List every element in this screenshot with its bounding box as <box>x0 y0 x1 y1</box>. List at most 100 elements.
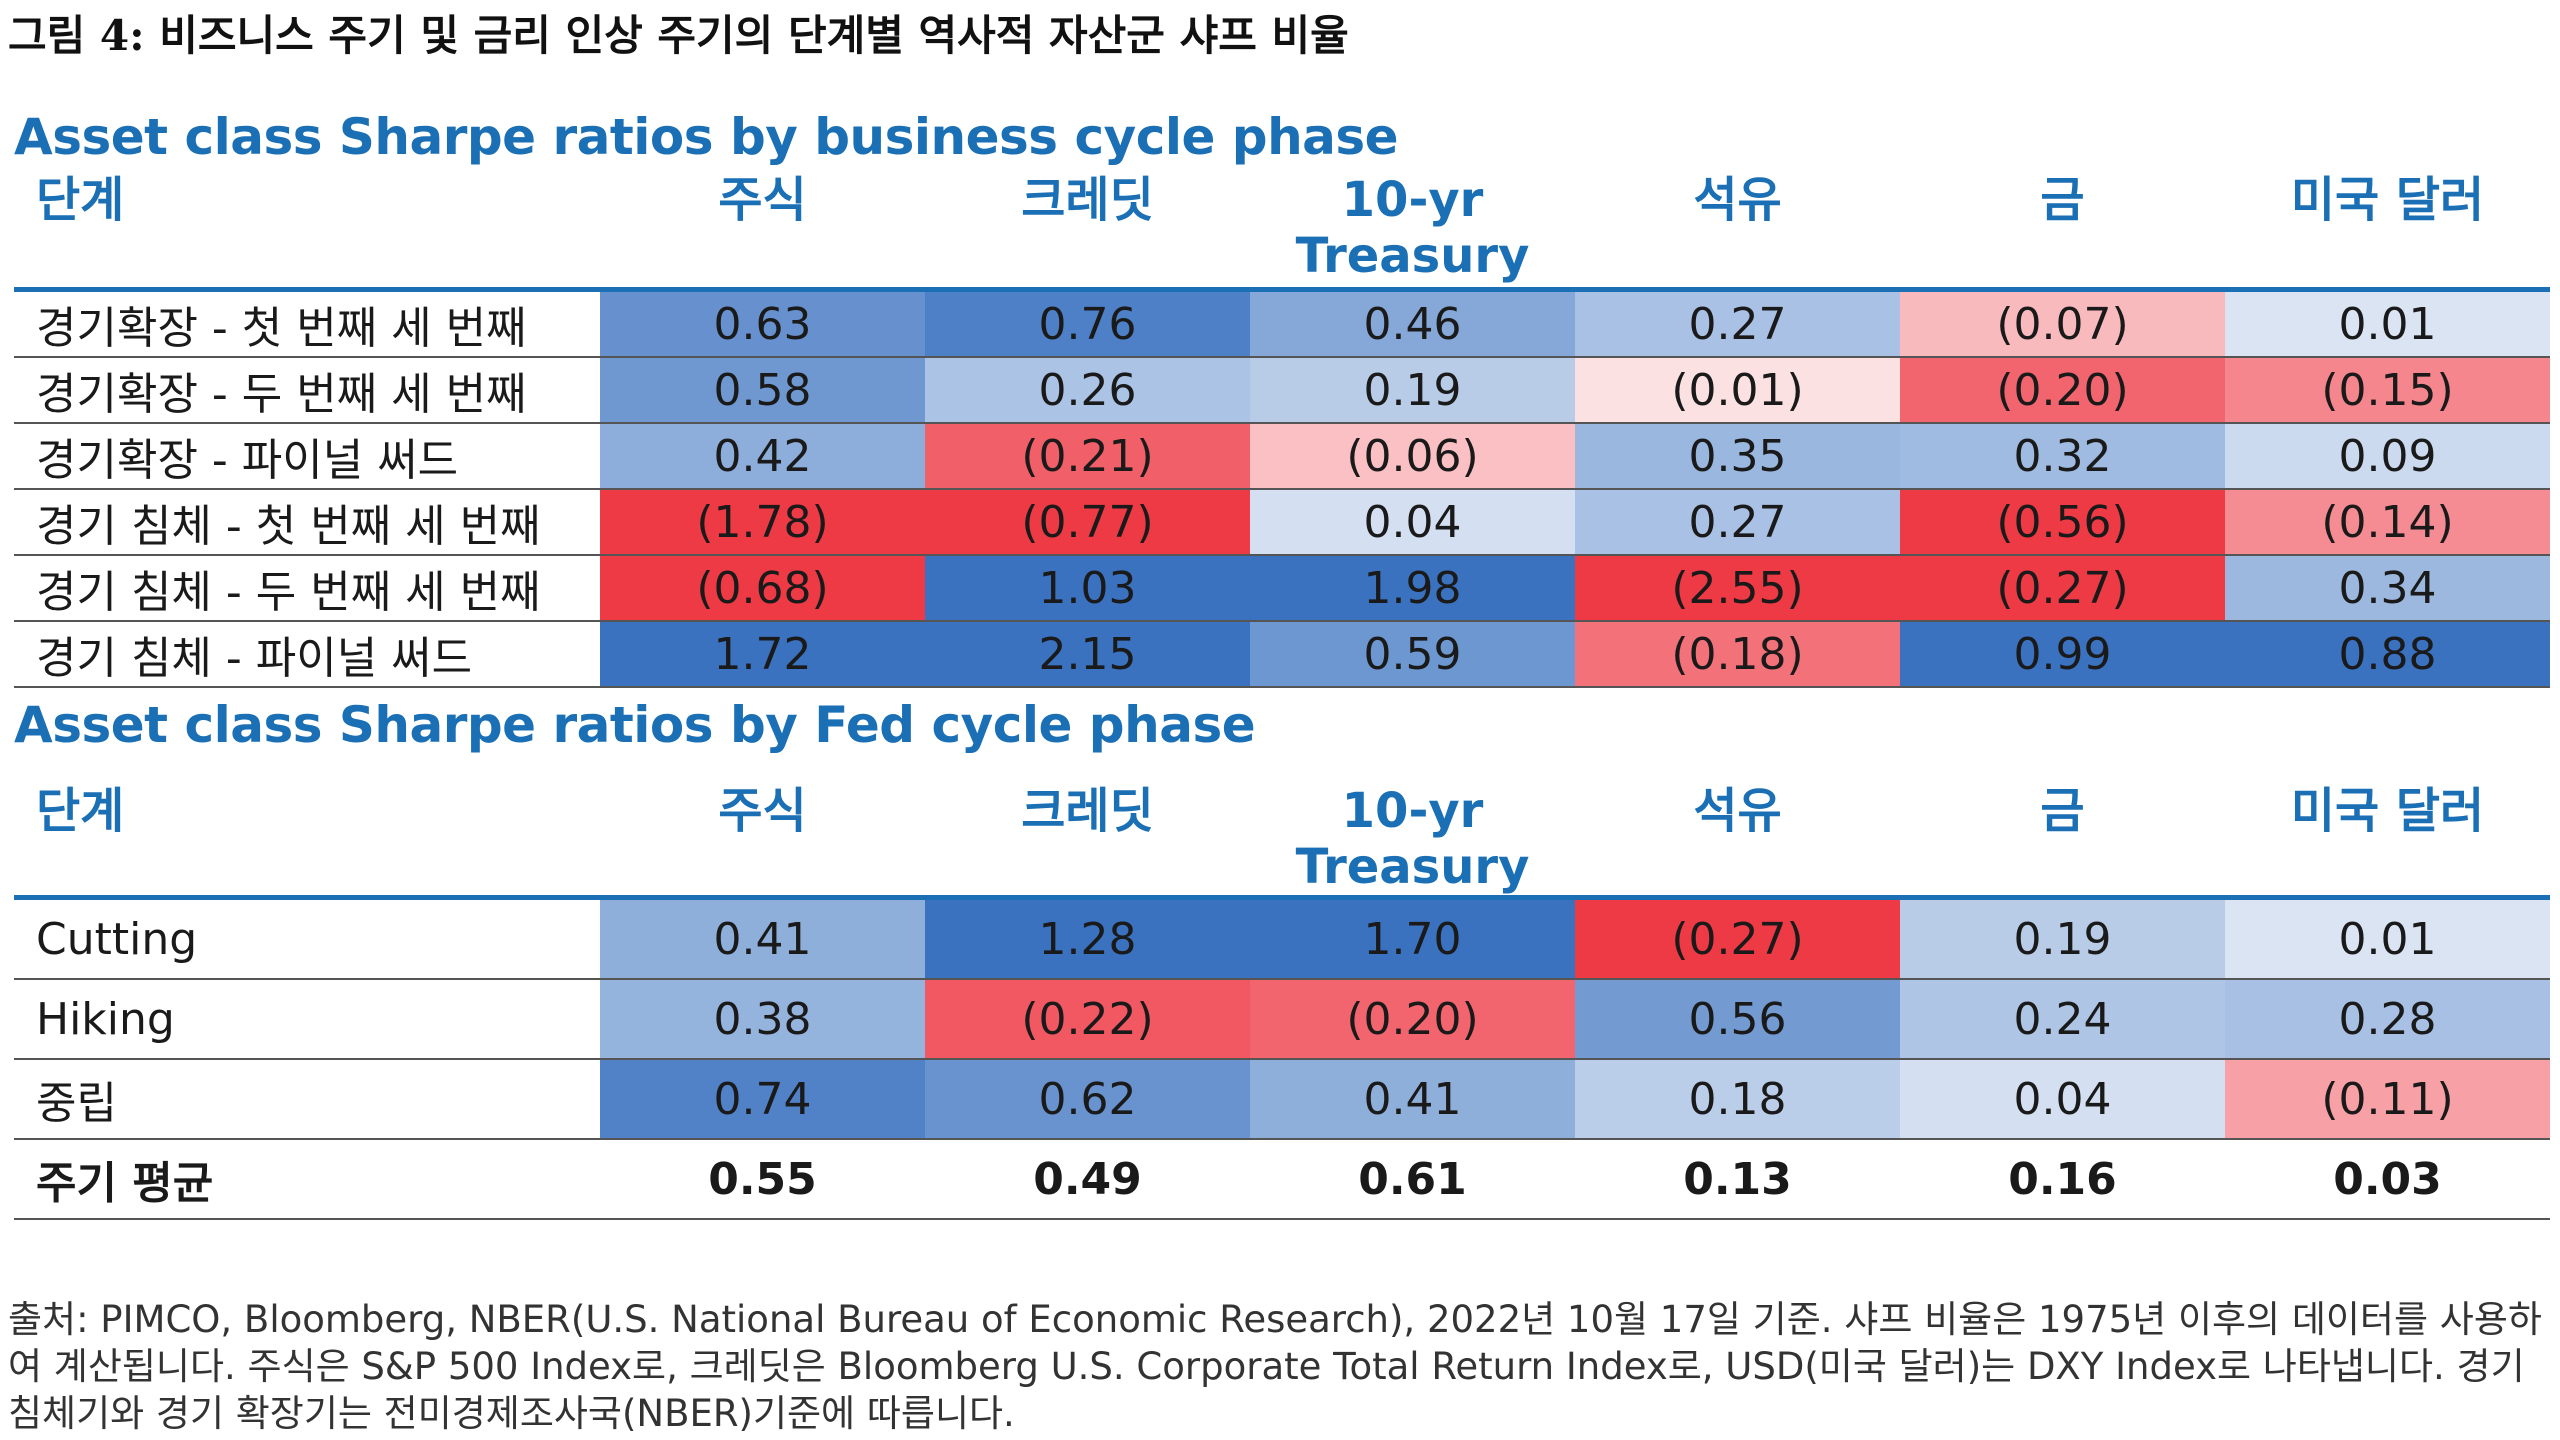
header-rule-fed <box>14 895 2550 900</box>
cell-credit: 0.49 <box>1033 1153 1142 1205</box>
cell-equities: (1.78) <box>600 490 925 554</box>
cell-treasury: 0.04 <box>1250 490 1575 554</box>
cell-usd: (0.14) <box>2225 490 2550 554</box>
cell-usd: 0.01 <box>2225 292 2550 356</box>
header-gold-fed: 금 <box>2040 783 2085 839</box>
cell-treasury: 0.41 <box>1250 1060 1575 1138</box>
cell-equities: 0.58 <box>600 358 925 422</box>
cell-treasury: 1.98 <box>1250 556 1575 620</box>
header-gold: 금 <box>2040 172 2085 228</box>
row-label: Hiking <box>36 993 175 1045</box>
cell-gold: 0.32 <box>1900 424 2225 488</box>
cell-gold: (0.27) <box>1900 556 2225 620</box>
cell-equities: 0.42 <box>600 424 925 488</box>
header-rule-business <box>14 287 2550 292</box>
cell-credit: 0.76 <box>925 292 1250 356</box>
cell-oil: 0.27 <box>1575 292 1900 356</box>
cell-oil: 0.56 <box>1575 980 1900 1058</box>
cell-gold: (0.20) <box>1900 358 2225 422</box>
table-row: 경기확장 - 첫 번째 세 번째 0.63 0.76 0.46 0.27 (0.07) 0.… <box>14 292 2550 358</box>
header-credit-fed: 크레딧 <box>1021 783 1154 839</box>
cell-credit: (0.77) <box>925 490 1250 554</box>
cell-treasury: 0.19 <box>1250 358 1575 422</box>
business-cycle-table: 경기확장 - 첫 번째 세 번째 0.63 0.76 0.46 0.27 (0.07) 0.… <box>14 292 2550 688</box>
cell-treasury: 0.59 <box>1250 622 1575 686</box>
header-phase: 단계 <box>36 172 125 228</box>
cell-equities: (0.68) <box>600 556 925 620</box>
header-treasury-fed-line2: Treasury <box>1295 839 1530 895</box>
fed-cycle-table: Cutting 0.41 1.28 1.70 (0.27) 0.19 0.01 Hiking 0… <box>14 900 2550 1220</box>
cell-oil: 0.13 <box>1683 1153 1792 1205</box>
row-label: 경기확장 - 파이널 써드 <box>36 435 459 486</box>
header-usd: 미국 달러 <box>2290 172 2485 228</box>
table-row: 경기 침체 - 첫 번째 세 번째 (1.78) (0.77) 0.04 0.27 (0.… <box>14 490 2550 556</box>
row-label: 주기 평균 <box>36 1158 214 1209</box>
header-oil-fed: 석유 <box>1693 783 1782 839</box>
cell-credit: 1.28 <box>925 900 1250 978</box>
cell-gold: (0.07) <box>1900 292 2225 356</box>
cell-usd: 0.88 <box>2225 622 2550 686</box>
cell-oil: 0.35 <box>1575 424 1900 488</box>
cell-credit: (0.22) <box>925 980 1250 1058</box>
header-credit: 크레딧 <box>1021 172 1154 228</box>
table-row: 중립 0.74 0.62 0.41 0.18 0.04 (0.11) <box>14 1060 2550 1140</box>
cell-equities: 1.72 <box>600 622 925 686</box>
row-label: 경기확장 - 두 번째 세 번째 <box>36 369 527 420</box>
header-treasury: 10-yr Treasury <box>1250 172 1575 284</box>
row-label: 경기확장 - 첫 번째 세 번째 <box>36 303 527 354</box>
fed-cycle-title: Asset class Sharpe ratios by Fed cycle p… <box>14 696 1256 754</box>
cell-usd: 0.03 <box>2333 1153 2442 1205</box>
header-oil: 석유 <box>1693 172 1782 228</box>
cell-equities: 0.38 <box>600 980 925 1058</box>
cell-gold: 0.19 <box>1900 900 2225 978</box>
table-row: Hiking 0.38 (0.22) (0.20) 0.56 0.24 0.28 <box>14 980 2550 1060</box>
table-row: 경기 침체 - 파이널 써드 1.72 2.15 0.59 (0.18) 0.99 0.88 <box>14 622 2550 688</box>
cell-treasury: (0.20) <box>1250 980 1575 1058</box>
cell-credit: 0.62 <box>925 1060 1250 1138</box>
header-treasury-fed: 10-yr Treasury <box>1250 783 1575 895</box>
cell-usd: (0.11) <box>2225 1060 2550 1138</box>
cell-credit: 2.15 <box>925 622 1250 686</box>
header-equities: 주식 <box>718 172 807 228</box>
row-label: 경기 침체 - 첫 번째 세 번째 <box>36 501 541 552</box>
cell-oil: (0.18) <box>1575 622 1900 686</box>
header-equities-fed: 주식 <box>718 783 807 839</box>
average-row: 주기 평균 0.55 0.49 0.61 0.13 0.16 0.03 <box>14 1140 2550 1220</box>
cell-oil: (0.01) <box>1575 358 1900 422</box>
cell-oil: 0.18 <box>1575 1060 1900 1138</box>
cell-usd: 0.34 <box>2225 556 2550 620</box>
cell-credit: (0.21) <box>925 424 1250 488</box>
row-label: Cutting <box>36 913 198 965</box>
cell-credit: 0.26 <box>925 358 1250 422</box>
table-row: 경기확장 - 두 번째 세 번째 0.58 0.26 0.19 (0.01) (0.20)… <box>14 358 2550 424</box>
header-treasury-line2: Treasury <box>1295 228 1530 284</box>
table-row: 경기확장 - 파이널 써드 0.42 (0.21) (0.06) 0.35 0.32 0.0… <box>14 424 2550 490</box>
business-cycle-title: Asset class Sharpe ratios by business cy… <box>14 108 1399 166</box>
cell-equities: 0.55 <box>708 1153 817 1205</box>
cell-usd: 0.09 <box>2225 424 2550 488</box>
figure-title: 그림 4: 비즈니스 주기 및 금리 인상 주기의 단계별 역사적 자산군 샤프… <box>8 11 1349 60</box>
header-treasury-line1: 10-yr <box>1341 172 1484 228</box>
cell-gold: 0.99 <box>1900 622 2225 686</box>
cell-usd: 0.28 <box>2225 980 2550 1058</box>
cell-oil: (0.27) <box>1575 900 1900 978</box>
cell-oil: (2.55) <box>1575 556 1900 620</box>
cell-equities: 0.74 <box>600 1060 925 1138</box>
cell-gold: 0.24 <box>1900 980 2225 1058</box>
cell-treasury: 0.61 <box>1358 1153 1467 1205</box>
cell-oil: 0.27 <box>1575 490 1900 554</box>
table-row: Cutting 0.41 1.28 1.70 (0.27) 0.19 0.01 <box>14 900 2550 980</box>
cell-usd: 0.01 <box>2225 900 2550 978</box>
header-usd-fed: 미국 달러 <box>2290 783 2485 839</box>
cell-treasury: 1.70 <box>1250 900 1575 978</box>
table-row: 경기 침체 - 두 번째 세 번째 (0.68) 1.03 1.98 (2.55) (0.… <box>14 556 2550 622</box>
cell-gold: (0.56) <box>1900 490 2225 554</box>
cell-gold: 0.04 <box>1900 1060 2225 1138</box>
cell-equities: 0.63 <box>600 292 925 356</box>
header-treasury-fed-line1: 10-yr <box>1341 783 1484 839</box>
cell-treasury: 0.46 <box>1250 292 1575 356</box>
cell-usd: (0.15) <box>2225 358 2550 422</box>
row-label: 중립 <box>36 1078 117 1129</box>
header-phase-fed: 단계 <box>36 783 125 839</box>
source-note: 출처: PIMCO, Bloomberg, NBER(U.S. National… <box>8 1298 2542 1435</box>
